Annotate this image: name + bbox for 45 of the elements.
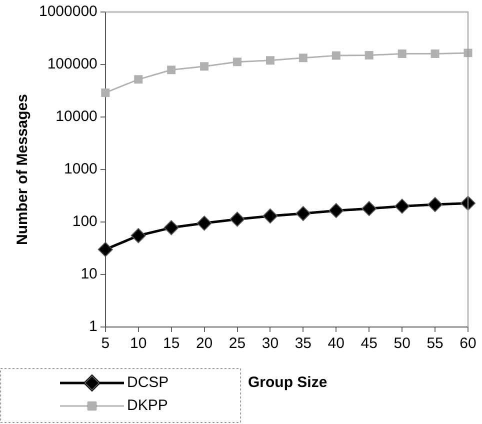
point — [296, 206, 311, 222]
point — [398, 50, 406, 58]
x-tick-label: 40 — [328, 335, 344, 352]
point — [328, 203, 344, 218]
x-tick-label: 10 — [130, 335, 147, 352]
point — [233, 58, 242, 66]
y-tick-label: 100 — [72, 213, 98, 230]
x-tick-label: 30 — [262, 335, 279, 352]
x-tick-label: 25 — [228, 335, 246, 352]
x-tick-label: 55 — [426, 335, 444, 352]
y-tick-label: 1000 — [64, 160, 98, 178]
x-tick-label: 45 — [360, 335, 378, 352]
y-tick-label: 10 — [80, 266, 98, 283]
y-tick-label: 100000 — [47, 56, 98, 73]
point — [164, 220, 179, 236]
point — [230, 212, 245, 227]
x-tick-label: 60 — [460, 335, 476, 352]
point — [101, 88, 110, 97]
point — [134, 75, 143, 84]
point — [364, 51, 374, 60]
x-axis-title: Group Size — [248, 374, 328, 392]
point — [262, 208, 278, 224]
point — [298, 54, 308, 62]
point — [266, 56, 274, 65]
y-tick-label: 1 — [89, 318, 98, 336]
x-tick-label: 35 — [294, 335, 312, 352]
point — [430, 50, 440, 58]
y-tick-label: 10000 — [56, 108, 98, 126]
point — [362, 201, 377, 216]
point — [332, 51, 340, 60]
legend-label: DKPP — [127, 397, 168, 414]
x-tick-label: 20 — [196, 335, 213, 352]
x-tick-label: 15 — [162, 335, 180, 352]
y-tick-label: 1000000 — [38, 3, 98, 20]
y-axis-title: Number of Messages — [14, 94, 32, 245]
point — [394, 198, 410, 214]
point — [167, 66, 176, 74]
point — [130, 228, 146, 244]
point — [98, 242, 113, 257]
point — [196, 216, 212, 231]
x-tick-label: 5 — [101, 335, 110, 352]
legend-label: DCSP — [127, 374, 169, 392]
point — [200, 62, 209, 71]
x-tick-label: 50 — [394, 335, 410, 352]
point — [428, 197, 443, 212]
